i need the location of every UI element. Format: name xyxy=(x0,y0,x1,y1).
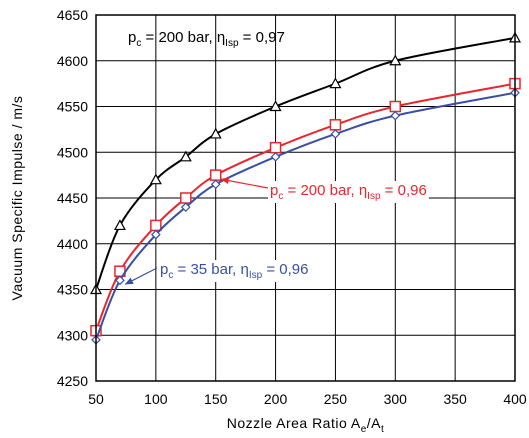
series-annotation: pc = 35 bar, ηIsp = 0,96 xyxy=(124,260,311,285)
y-tick-label: 4300 xyxy=(57,327,88,343)
square-marker xyxy=(209,169,222,181)
series-2 xyxy=(90,77,521,337)
y-axis-label: Vacuum Specific Impulse / m/s xyxy=(9,96,25,301)
square-marker xyxy=(389,100,402,113)
triangle-marker xyxy=(179,150,192,162)
arrowhead xyxy=(124,277,134,285)
series-line xyxy=(95,36,516,290)
diamond-marker xyxy=(151,229,161,240)
plot-frame xyxy=(95,14,516,382)
diamond-marker xyxy=(210,179,221,190)
x-tick-label: 350 xyxy=(443,391,467,407)
square-marker xyxy=(329,119,342,131)
diamond-marker xyxy=(270,151,281,162)
x-tick-label: 400 xyxy=(503,391,527,407)
series-line xyxy=(95,91,516,341)
x-tick-label: 150 xyxy=(204,391,228,407)
y-tick-label: 4500 xyxy=(57,144,88,160)
x-axis-label: Nozzle Area Ratio Ae/At xyxy=(227,415,385,435)
y-tick-label: 4550 xyxy=(57,99,88,115)
series-annotation: pc = 200 bar, ηIsp = 0,97 xyxy=(128,29,285,49)
y-tick-label: 4250 xyxy=(57,373,88,389)
annotation-background xyxy=(268,181,429,203)
y-tick-label: 4650 xyxy=(57,7,88,23)
triangle-marker xyxy=(149,173,162,185)
x-tick-label: 300 xyxy=(384,391,408,407)
annotations: pc = 200 bar, ηIsp = 0,97 pc = 200 bar, η… xyxy=(124,29,429,285)
y-tick-label: 4450 xyxy=(57,190,88,206)
annotation-text: pc = 200 bar, ηIsp = 0,96 xyxy=(270,182,427,202)
series-annotation: pc = 200 bar, ηIsp = 0,96 xyxy=(220,177,429,203)
y-tick-label: 4350 xyxy=(57,282,88,298)
annotation-text: pc = 35 bar, ηIsp = 0,96 xyxy=(160,261,308,281)
x-tick-label: 50 xyxy=(88,391,104,407)
y-tick-label: 4600 xyxy=(57,53,88,69)
diamond-marker xyxy=(330,129,341,139)
diamond-marker xyxy=(390,110,401,121)
triangle-marker xyxy=(209,127,222,139)
triangle-marker xyxy=(113,219,126,231)
annotation-text: pc = 200 bar, ηIsp = 0,97 xyxy=(128,29,285,49)
arrowhead xyxy=(220,177,230,185)
square-marker xyxy=(150,219,162,232)
x-tick-label: 100 xyxy=(144,391,168,407)
tick-labels: 50 100 150 200 250 300 350 400 4250 4300 4350 4400 4… xyxy=(57,7,527,407)
x-tick-label: 200 xyxy=(264,391,288,407)
triangle-marker xyxy=(389,54,402,66)
annotation-background xyxy=(158,260,311,282)
series-line xyxy=(95,82,516,332)
triangle-marker xyxy=(329,77,342,89)
triangle-marker xyxy=(269,100,282,112)
x-tick-label: 250 xyxy=(324,391,348,407)
diamond-marker xyxy=(115,275,125,286)
square-marker xyxy=(269,141,282,154)
diamond-marker xyxy=(180,202,191,212)
annotation-arrow xyxy=(220,178,269,189)
series-1 xyxy=(89,31,522,295)
square-marker xyxy=(180,192,192,204)
y-tick-label: 4400 xyxy=(57,236,88,252)
